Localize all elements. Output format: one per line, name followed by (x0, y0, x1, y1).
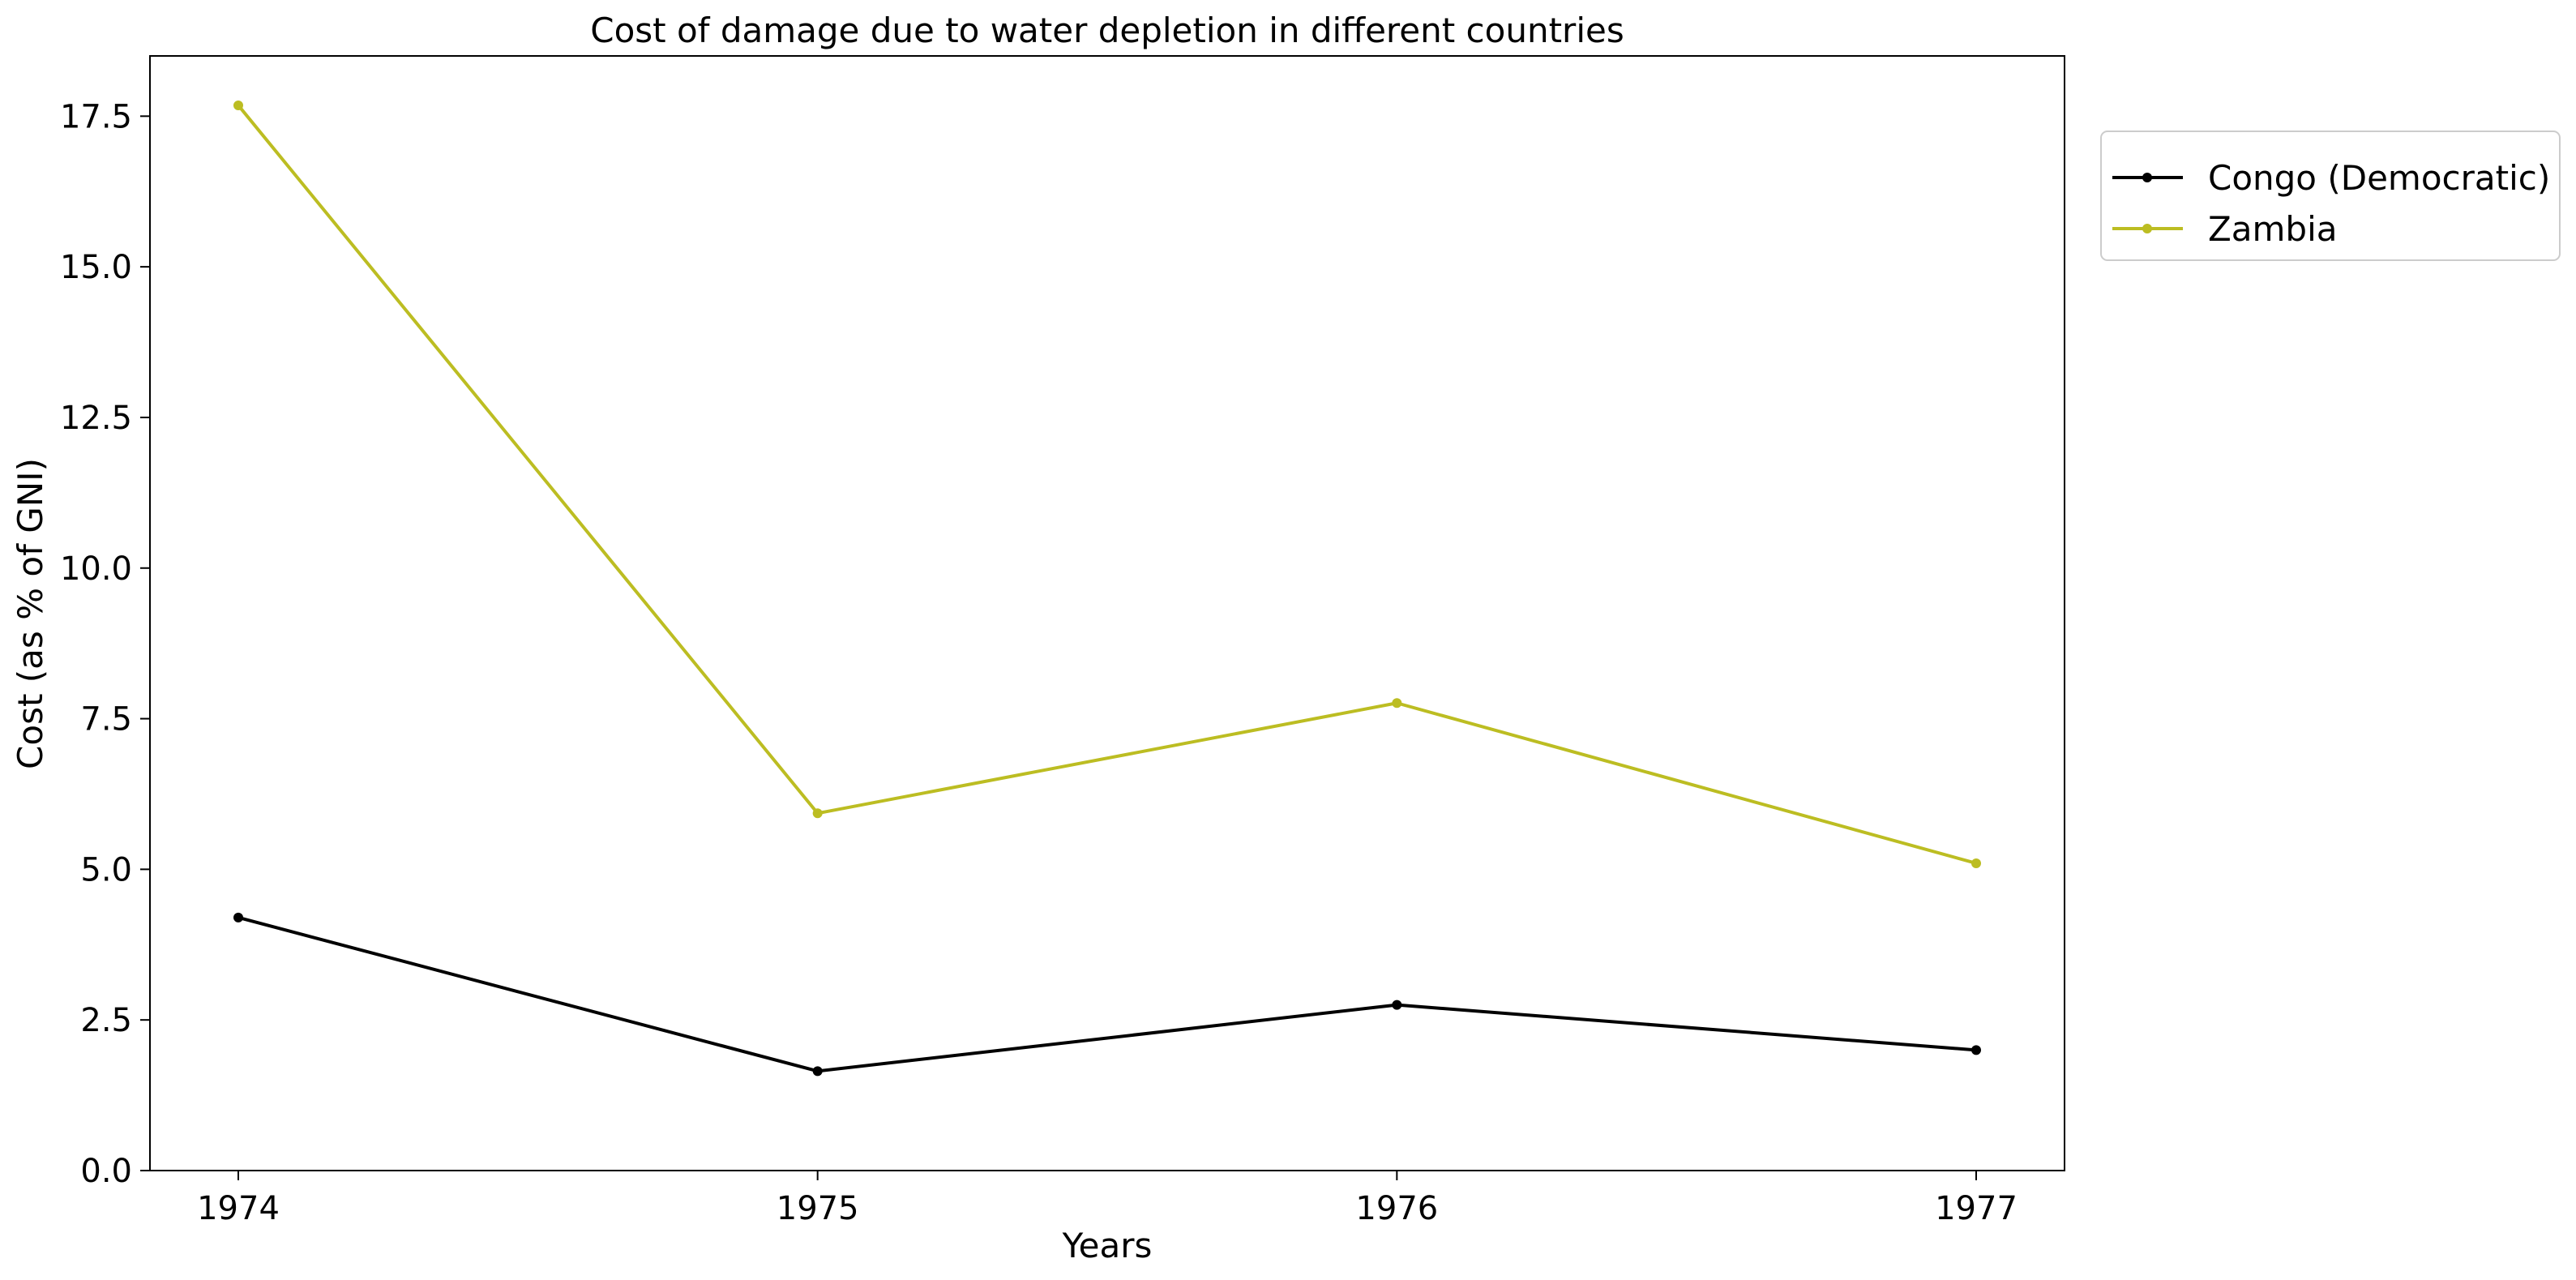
y-axis-label: Cost (as % of GNI) (11, 458, 50, 769)
data-point-congo-democratic (1971, 1045, 1981, 1055)
x-axis: 1974 1975 1976 1977 (197, 1171, 2018, 1227)
x-axis-label: Years (1062, 1226, 1153, 1265)
y-tick-label: 2.5 (80, 1002, 132, 1039)
data-point-congo-democratic (1392, 1000, 1402, 1010)
legend-marker-zambia (2142, 224, 2152, 233)
y-tick-label: 17.5 (60, 98, 132, 135)
chart-title: Cost of damage due to water depletion in… (590, 11, 1624, 50)
data-point-congo-democratic (233, 912, 243, 923)
data-point-zambia (812, 808, 823, 819)
legend-marker-congo-democratic (2142, 173, 2152, 182)
data-point-zambia (1971, 858, 1981, 868)
y-tick-label: 12.5 (60, 400, 132, 437)
data-point-zambia (1392, 698, 1402, 708)
y-tick-label: 15.0 (60, 249, 132, 286)
data-point-congo-democratic (812, 1066, 823, 1077)
series-line-congo-democratic (237, 915, 1977, 1073)
x-tick-label: 1976 (1355, 1190, 1438, 1227)
y-tick-label: 7.5 (80, 701, 132, 738)
data-point-zambia (233, 100, 243, 110)
y-tick-label: 0.0 (80, 1153, 132, 1190)
legend: Congo (Democratic) Zambia (2100, 131, 2561, 261)
legend-label-zambia: Zambia (2208, 209, 2338, 249)
y-tick-label: 5.0 (80, 851, 132, 888)
plot-area (233, 100, 1981, 1077)
y-tick-label: 10.0 (60, 550, 132, 588)
series-line-zambia (237, 104, 1977, 865)
plot-frame (149, 55, 2065, 1171)
x-tick-label: 1974 (197, 1190, 280, 1227)
x-tick-label: 1977 (1935, 1190, 2018, 1227)
y-axis: 0.0 2.5 5.0 7.5 10.0 12.5 15.0 17.5 (60, 98, 150, 1190)
x-tick-label: 1975 (777, 1190, 859, 1227)
legend-label-congo-democratic: Congo (Democratic) (2208, 158, 2550, 198)
legend-frame (2100, 131, 2561, 261)
